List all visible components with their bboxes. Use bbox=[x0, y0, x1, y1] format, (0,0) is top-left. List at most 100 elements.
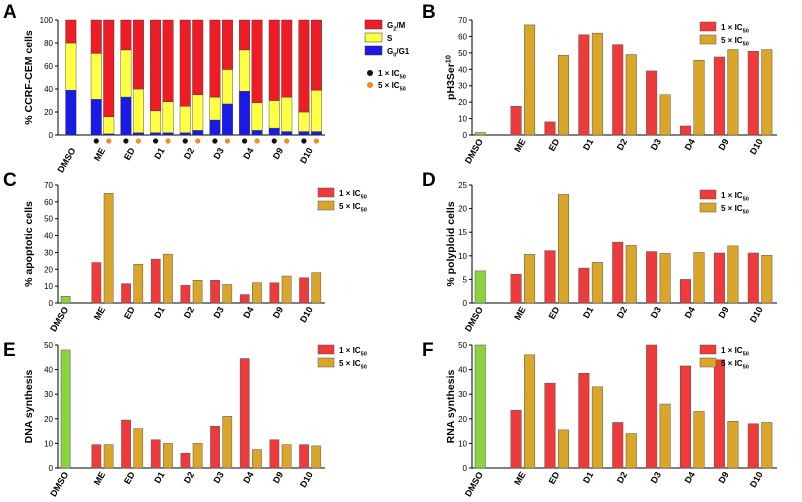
y-tick-label: 30 bbox=[458, 82, 467, 91]
category-label: ME bbox=[92, 470, 107, 487]
category-label: DMSO bbox=[463, 470, 485, 498]
bar bbox=[591, 262, 603, 304]
bar bbox=[103, 444, 114, 469]
dose-marker bbox=[182, 138, 188, 144]
bar-segment bbox=[281, 19, 293, 98]
category-label: ME bbox=[512, 305, 527, 322]
bar-segment bbox=[221, 19, 233, 70]
dose-marker bbox=[284, 138, 290, 144]
bar bbox=[612, 241, 624, 304]
bar-segment bbox=[310, 131, 322, 136]
legend-label: S bbox=[387, 34, 393, 43]
bar bbox=[693, 252, 705, 304]
bar bbox=[591, 386, 603, 469]
bar bbox=[680, 365, 692, 469]
bar bbox=[210, 279, 220, 304]
legend-label: 5 × IC50 bbox=[378, 81, 406, 93]
bar bbox=[646, 70, 658, 136]
bar bbox=[524, 24, 536, 136]
bar-segment bbox=[120, 49, 132, 98]
category-label: D2 bbox=[615, 137, 629, 152]
bar-segment bbox=[221, 103, 233, 136]
bar bbox=[646, 344, 658, 469]
category-label: D2 bbox=[615, 305, 629, 320]
bar bbox=[761, 49, 773, 136]
bar bbox=[210, 425, 220, 469]
y-axis-label: % apoptotic cells bbox=[23, 201, 35, 287]
legend-swatch bbox=[699, 202, 717, 213]
bar-segment bbox=[239, 49, 251, 92]
bar-segment bbox=[268, 100, 280, 129]
bar-segment bbox=[120, 96, 132, 136]
y-tick-label: 0 bbox=[463, 131, 468, 140]
bar bbox=[269, 282, 280, 304]
bar bbox=[693, 411, 705, 469]
bar-segment bbox=[192, 94, 204, 131]
y-tick-label: 40 bbox=[458, 65, 467, 74]
y-tick-label: 5 bbox=[463, 275, 468, 284]
bar-control bbox=[474, 132, 486, 136]
y-tick-label: 80 bbox=[44, 39, 53, 48]
bar bbox=[239, 294, 250, 304]
bar-segment bbox=[209, 119, 221, 136]
legend-swatch bbox=[317, 187, 335, 198]
category-label: D3 bbox=[649, 470, 663, 485]
legend-swatch bbox=[317, 200, 335, 211]
bar-segment bbox=[103, 116, 115, 135]
bar bbox=[180, 285, 191, 304]
bar bbox=[612, 422, 624, 469]
bar-segment bbox=[65, 19, 77, 44]
bar-segment bbox=[192, 130, 204, 136]
bar-segment bbox=[239, 91, 251, 136]
bar bbox=[192, 279, 203, 304]
category-label: D9 bbox=[716, 137, 730, 152]
bar bbox=[557, 194, 569, 304]
category-label: DMSO bbox=[463, 305, 485, 333]
category-label: ME bbox=[92, 305, 107, 322]
legend-label: 1 × IC50 bbox=[378, 69, 406, 81]
category-label: D1 bbox=[152, 305, 166, 320]
dose-marker bbox=[313, 138, 320, 144]
category-label: D2 bbox=[615, 470, 629, 485]
y-tick-label: 60 bbox=[458, 32, 467, 41]
bar-segment bbox=[150, 19, 162, 112]
legend-swatch bbox=[699, 357, 717, 368]
category-label: D10 bbox=[748, 137, 765, 156]
y-tick-label: 50 bbox=[44, 341, 53, 350]
panel-letter: E bbox=[3, 340, 16, 361]
category-label: DMSO bbox=[48, 305, 70, 333]
bar-segment bbox=[251, 130, 263, 136]
bar-segment bbox=[162, 19, 174, 102]
bar bbox=[269, 439, 280, 469]
panel-A: 0 20 40 60 80 100 A % CCRF-CEM cells DMSO ME ED D1 D… bbox=[3, 2, 410, 174]
y-tick-label: 40 bbox=[458, 366, 467, 375]
bar bbox=[150, 439, 161, 469]
bar-segment bbox=[179, 132, 191, 136]
bar-segment bbox=[150, 110, 162, 133]
bar-control bbox=[60, 349, 71, 469]
bar-segment bbox=[192, 19, 204, 95]
bar-segment bbox=[281, 131, 293, 136]
bar bbox=[133, 428, 144, 469]
bar bbox=[524, 354, 536, 469]
bar bbox=[713, 56, 725, 136]
bar bbox=[281, 275, 292, 304]
bar bbox=[252, 449, 262, 469]
bar bbox=[747, 50, 759, 136]
bar-segment bbox=[298, 19, 310, 113]
category-label: D4 bbox=[241, 470, 255, 485]
panel-letter: F bbox=[422, 340, 434, 361]
category-label: D10 bbox=[748, 305, 765, 324]
category-label: D1 bbox=[581, 470, 595, 485]
y-tick-label: 20 bbox=[458, 205, 467, 214]
y-tick-label: 20 bbox=[44, 415, 53, 424]
bar-segment bbox=[221, 69, 233, 105]
panel-letter: A bbox=[3, 2, 17, 23]
category-label: D4 bbox=[683, 470, 697, 485]
legend-swatch bbox=[317, 344, 335, 355]
category-label: ED bbox=[122, 305, 137, 321]
y-tick-label: 25 bbox=[458, 181, 467, 190]
category-label: D1 bbox=[581, 305, 595, 320]
bar bbox=[680, 125, 692, 136]
